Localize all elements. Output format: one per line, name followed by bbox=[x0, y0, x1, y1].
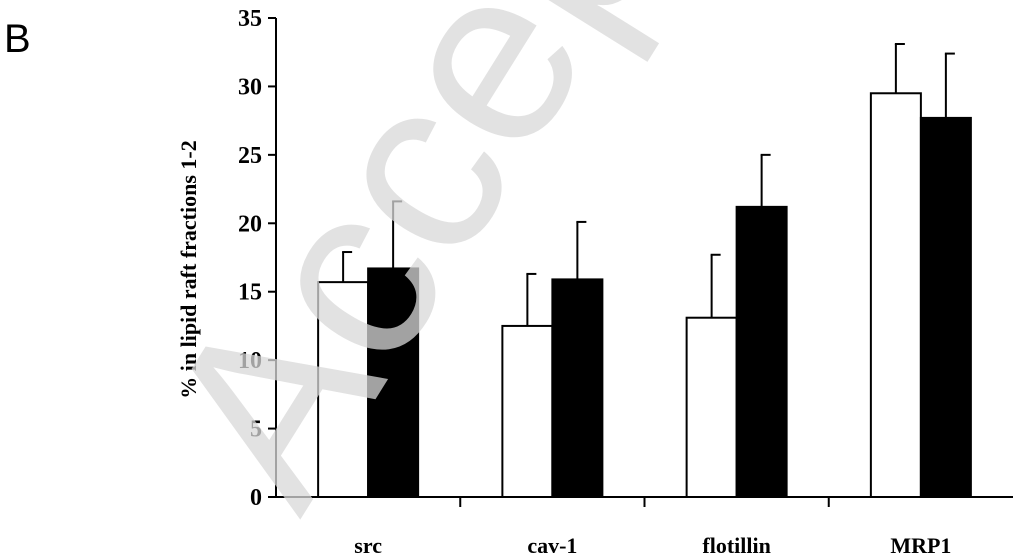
panel-label: B bbox=[4, 17, 31, 61]
bar bbox=[919, 116, 972, 499]
y-tick-label: 5 bbox=[250, 417, 262, 443]
y-tick-label: 35 bbox=[238, 6, 262, 32]
y-tick-label: 0 bbox=[250, 485, 262, 511]
bar bbox=[317, 281, 370, 498]
y-axis-title: % in lipid raft fractions 1-2 bbox=[176, 140, 201, 399]
y-tick-label: 10 bbox=[238, 348, 262, 374]
bar bbox=[551, 278, 604, 499]
y-tick-label: 15 bbox=[238, 280, 262, 306]
bar bbox=[367, 267, 420, 498]
y-tick-label: 25 bbox=[238, 143, 262, 169]
bar bbox=[869, 92, 922, 499]
x-category-label: flotillin bbox=[702, 533, 770, 558]
y-tick-label: 30 bbox=[238, 74, 262, 100]
x-category-label: MRP1 bbox=[890, 533, 951, 558]
x-category-label: cav-1 bbox=[527, 533, 577, 558]
plot-area: 0 5 10 15 20 25 30 35 % in lipid raft fractions … bbox=[176, 6, 1013, 558]
bar bbox=[685, 316, 738, 498]
bar bbox=[735, 205, 788, 498]
x-category-label: src bbox=[354, 533, 382, 558]
y-tick-label: 20 bbox=[238, 211, 262, 237]
bar bbox=[501, 324, 554, 498]
